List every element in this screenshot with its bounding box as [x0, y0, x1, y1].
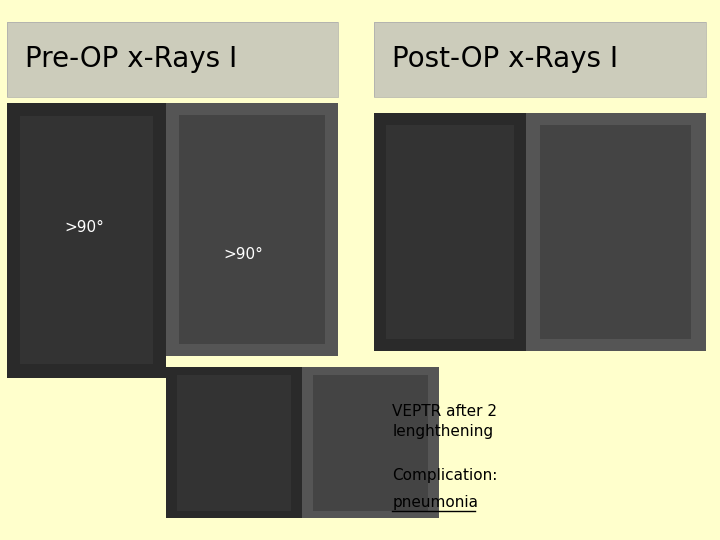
Bar: [7, 22, 338, 97]
Bar: [387, 125, 513, 339]
Bar: [540, 125, 691, 339]
Bar: [179, 116, 325, 343]
Bar: [7, 22, 338, 97]
Bar: [313, 375, 428, 511]
Bar: [374, 113, 526, 351]
Bar: [7, 103, 166, 378]
Bar: [176, 375, 292, 511]
Text: >90°: >90°: [223, 247, 263, 262]
Text: pneumonia: pneumonia: [392, 495, 478, 510]
Text: Complication:: Complication:: [392, 468, 498, 483]
Text: Pre-OP x-Rays I: Pre-OP x-Rays I: [25, 45, 238, 73]
Text: Post-OP x-Rays I: Post-OP x-Rays I: [392, 45, 618, 73]
Bar: [302, 367, 439, 518]
Bar: [374, 22, 706, 97]
Text: >90°: >90°: [65, 220, 104, 235]
Text: VEPTR after 2
lenghthening: VEPTR after 2 lenghthening: [392, 404, 498, 438]
Bar: [166, 367, 302, 518]
Bar: [374, 22, 706, 97]
Bar: [20, 117, 153, 364]
Bar: [526, 113, 706, 351]
Bar: [166, 103, 338, 356]
